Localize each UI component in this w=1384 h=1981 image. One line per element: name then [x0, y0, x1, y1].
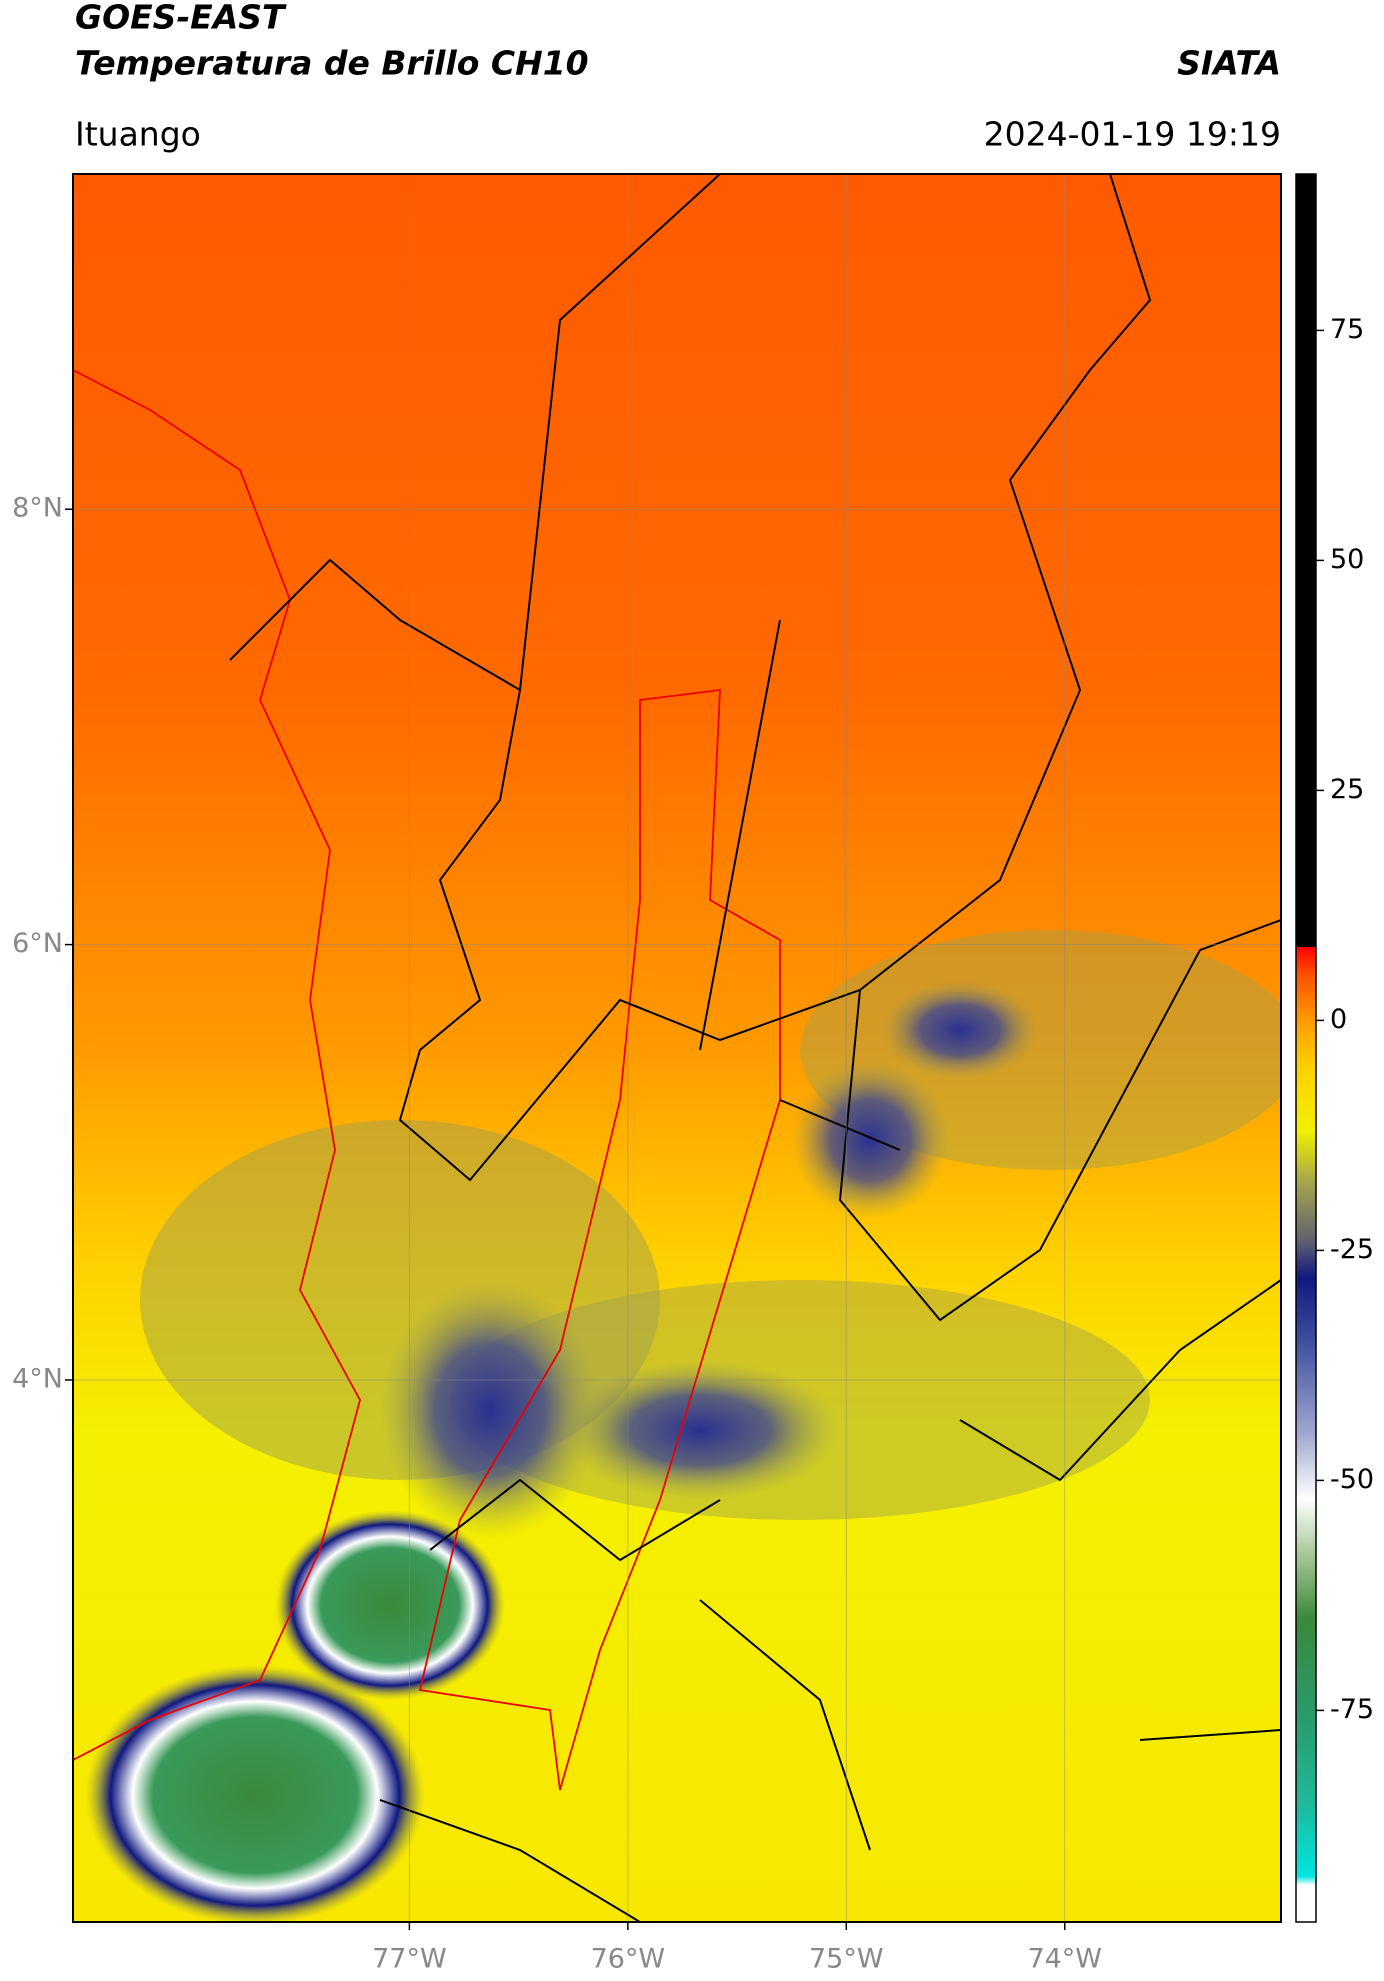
- cloud: [790, 1060, 950, 1220]
- border: [229, 174, 1281, 1922]
- lon-tick-label: 76°W: [591, 1944, 666, 1975]
- title: GOES-EAST: [75, 0, 287, 37]
- lon-tick-label: 74°W: [1027, 1944, 1102, 1975]
- colorbar-tick-label: 0: [1330, 1004, 1347, 1035]
- storm: [275, 1510, 505, 1700]
- location: Ituango: [75, 115, 201, 154]
- colorbar: [1295, 173, 1317, 1923]
- colorbar-tick-label: -75: [1330, 1694, 1374, 1725]
- map-frame: [72, 173, 1282, 1923]
- cloud: [880, 980, 1040, 1080]
- cloud: [560, 1360, 840, 1500]
- colorbar-tick-label: 25: [1330, 774, 1364, 805]
- cloud: [380, 1280, 600, 1540]
- colorbar-tick-label: -25: [1330, 1234, 1374, 1265]
- lon-tick-label: 75°W: [809, 1944, 884, 1975]
- department-border: [418, 688, 781, 1791]
- grid: [73, 174, 1281, 1922]
- map-image: [73, 174, 1281, 1922]
- source: SIATA: [1177, 44, 1281, 83]
- colorbar-tick-label: -50: [1330, 1464, 1374, 1495]
- colorbar-tick-label: 75: [1330, 314, 1364, 345]
- map-background: [73, 174, 1281, 1922]
- datetime: 2024-01-19 19:19: [984, 115, 1281, 154]
- lat-tick-label: 4°N: [12, 1363, 63, 1394]
- lat-tick-label: 6°N: [12, 928, 63, 959]
- storm: [85, 1665, 425, 1922]
- lon-tick-label: 77°W: [372, 1944, 447, 1975]
- subtitle: Temperatura de Brillo CH10: [75, 44, 589, 83]
- colorbar-tick-label: 50: [1330, 544, 1364, 575]
- lat-tick-label: 8°N: [12, 493, 63, 524]
- coastline: [73, 369, 361, 1761]
